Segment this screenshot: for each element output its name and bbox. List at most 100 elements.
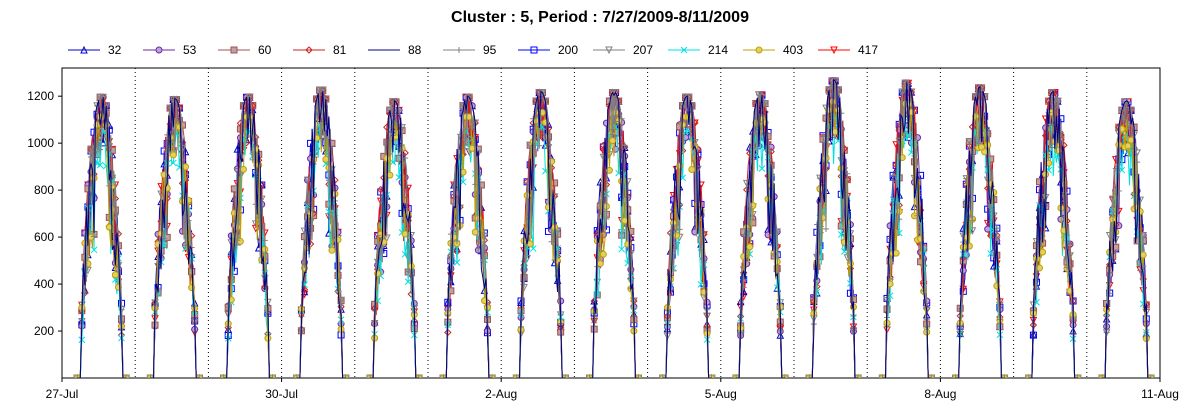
marker — [188, 284, 196, 292]
marker — [1057, 115, 1065, 123]
legend-label: 403 — [783, 43, 803, 57]
series-line — [150, 99, 200, 378]
marker — [593, 291, 601, 298]
marker — [328, 139, 336, 147]
marker — [325, 228, 333, 237]
marker — [551, 179, 559, 187]
series-line — [296, 91, 346, 378]
marker — [697, 280, 705, 288]
marker — [160, 171, 168, 179]
legend-label: 214 — [708, 43, 728, 57]
marker — [529, 245, 537, 252]
series-line — [736, 94, 785, 378]
marker — [447, 287, 455, 295]
marker — [846, 260, 854, 268]
legend-label: 200 — [558, 43, 578, 57]
series-line — [77, 97, 126, 378]
marker — [96, 161, 104, 169]
marker — [328, 246, 336, 254]
marker — [758, 165, 766, 172]
marker — [892, 249, 900, 257]
marker — [621, 217, 629, 225]
y-tick-label: 1200 — [27, 89, 54, 103]
marker — [965, 137, 974, 146]
marker — [322, 155, 330, 163]
marker — [1118, 166, 1126, 174]
marker — [111, 271, 119, 279]
x-tick-label: 2-Aug — [485, 387, 517, 401]
series-line — [443, 95, 493, 378]
marker — [468, 144, 476, 152]
legend-label: 88 — [408, 43, 422, 57]
marker — [749, 202, 757, 210]
marker — [905, 131, 912, 139]
marker — [749, 219, 757, 227]
marker — [169, 159, 177, 167]
marker — [90, 246, 98, 254]
series-line — [516, 92, 566, 378]
series-line — [77, 97, 126, 378]
marker — [682, 127, 690, 135]
marker — [987, 250, 995, 257]
marker — [303, 176, 312, 185]
marker — [530, 46, 538, 54]
marker — [680, 46, 688, 54]
legend-label: 81 — [333, 43, 347, 57]
marker — [230, 209, 238, 217]
y-tick-label: 400 — [34, 277, 54, 291]
marker — [108, 177, 116, 184]
x-tick-label: 11-Aug — [1141, 387, 1179, 401]
legend-label: 95 — [483, 43, 497, 57]
marker — [410, 331, 418, 339]
marker — [609, 137, 617, 145]
marker — [618, 245, 626, 253]
x-tick-label: 27-Jul — [46, 387, 79, 401]
legend-label: 53 — [183, 43, 197, 57]
legend-label: 417 — [858, 43, 878, 57]
chart-title: Cluster : 5, Period : 7/27/2009-8/11/200… — [451, 9, 749, 26]
legend-label: 207 — [633, 43, 653, 57]
series-line — [1102, 100, 1151, 378]
marker — [898, 154, 906, 162]
marker — [1044, 97, 1053, 105]
marker — [377, 185, 385, 194]
y-tick-label: 600 — [34, 230, 54, 244]
marker — [169, 151, 177, 159]
y-tick-label: 800 — [34, 183, 54, 197]
marker — [596, 260, 604, 268]
marker — [837, 231, 845, 238]
series-line — [809, 78, 858, 378]
marker — [1036, 264, 1044, 272]
marker — [688, 135, 696, 142]
marker — [465, 113, 473, 121]
marker — [233, 168, 242, 176]
series-line — [516, 90, 566, 378]
marker — [831, 128, 839, 136]
marker — [154, 262, 162, 271]
marker — [90, 174, 98, 182]
marker — [755, 46, 763, 54]
marker — [80, 45, 88, 54]
marker — [599, 250, 607, 258]
marker — [404, 278, 412, 286]
marker — [892, 197, 900, 204]
marker — [84, 185, 92, 193]
marker — [87, 233, 95, 241]
marker — [377, 272, 385, 280]
x-tick-label: 8-Aug — [924, 387, 956, 401]
marker — [548, 158, 556, 166]
marker — [526, 240, 534, 248]
marker — [691, 119, 699, 127]
marker — [383, 234, 391, 243]
marker — [822, 154, 830, 162]
series-line — [589, 91, 639, 378]
marker — [773, 284, 781, 291]
series-line — [589, 112, 639, 378]
legend-label: 60 — [258, 43, 272, 57]
marker — [1112, 243, 1120, 251]
marker — [471, 228, 479, 236]
marker — [459, 168, 467, 176]
marker — [450, 233, 458, 241]
